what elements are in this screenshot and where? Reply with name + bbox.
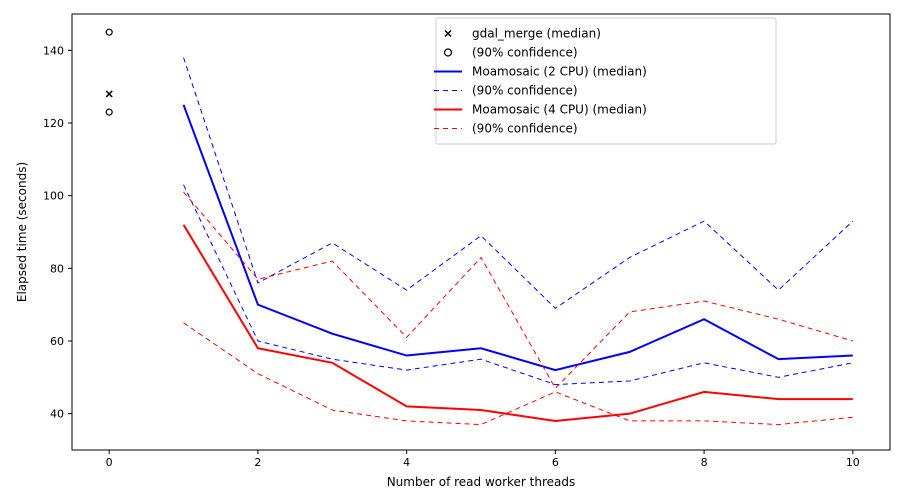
- x-tick-label: 10: [846, 456, 860, 469]
- legend-label: gdal_merge (median): [472, 27, 601, 41]
- x-tick-label: 0: [106, 456, 113, 469]
- x-tick-label: 4: [403, 456, 410, 469]
- legend-label: (90% confidence): [472, 122, 578, 136]
- y-tick-label: 60: [50, 335, 64, 348]
- y-tick-label: 140: [43, 44, 64, 57]
- x-tick-label: 2: [254, 456, 261, 469]
- y-axis-label: Elapsed time (seconds): [15, 162, 29, 302]
- legend-label: (90% confidence): [472, 84, 578, 98]
- y-tick-label: 100: [43, 190, 64, 203]
- y-tick-label: 120: [43, 117, 64, 130]
- x-axis-label: Number of read worker threads: [387, 475, 576, 489]
- x-tick-label: 8: [701, 456, 708, 469]
- line-chart: 0 2 4 6 8 10 40 60 80 100 120 140 Number of read wor…: [0, 0, 900, 500]
- y-tick-label: 80: [50, 262, 64, 275]
- legend: gdal_merge (median) (90% confidence) Moam…: [434, 18, 776, 144]
- x-tick-label: 6: [552, 456, 559, 469]
- legend-label: Moamosaic (4 CPU) (median): [472, 103, 647, 117]
- y-tick-label: 40: [50, 408, 64, 421]
- legend-label: (90% confidence): [472, 46, 578, 60]
- chart-container: 0 2 4 6 8 10 40 60 80 100 120 140 Number of read wor…: [0, 0, 900, 500]
- legend-label: Moamosaic (2 CPU) (median): [472, 65, 647, 79]
